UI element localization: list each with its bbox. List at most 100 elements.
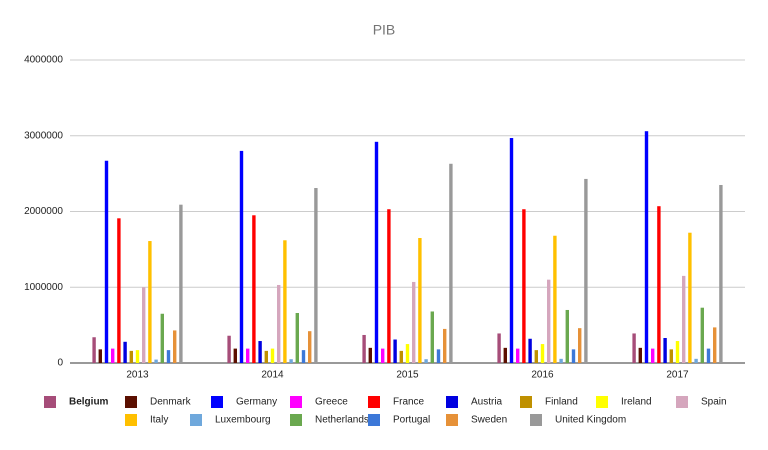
bar	[497, 333, 501, 363]
bar	[227, 335, 231, 363]
legend-label[interactable]: Greece	[315, 397, 348, 408]
chart-title: PIB	[373, 22, 396, 38]
bar	[528, 338, 532, 363]
bar	[682, 275, 686, 363]
x-tick-label: 2016	[531, 370, 554, 381]
bar	[295, 313, 299, 363]
bar	[694, 358, 698, 363]
y-tick-label: 3000000	[24, 130, 63, 141]
legend-swatch[interactable]	[596, 396, 608, 408]
bar	[405, 344, 410, 363]
bar	[246, 348, 250, 363]
legend-swatch[interactable]	[520, 396, 532, 408]
bar	[301, 350, 306, 363]
legend-label[interactable]: Germany	[236, 397, 277, 408]
bar	[142, 287, 146, 363]
bar	[657, 206, 661, 363]
bar	[522, 209, 526, 363]
legend-swatch[interactable]	[290, 396, 302, 408]
bar	[509, 138, 514, 363]
bar	[252, 215, 256, 363]
bar	[436, 349, 441, 363]
legend-label[interactable]: Sweden	[471, 415, 507, 426]
legend-swatch[interactable]	[290, 414, 302, 426]
bar	[516, 348, 520, 363]
bar	[160, 313, 164, 363]
bar	[362, 334, 366, 363]
bar	[179, 204, 183, 363]
bar	[129, 350, 133, 363]
bar	[117, 218, 121, 363]
bar	[412, 281, 416, 363]
bar	[430, 311, 434, 363]
bar	[503, 347, 507, 363]
bar	[663, 338, 667, 363]
bar	[374, 141, 379, 363]
bar	[534, 350, 538, 363]
y-tick-label: 0	[57, 358, 63, 369]
bar	[166, 350, 171, 363]
bar	[700, 307, 704, 363]
bar	[638, 347, 642, 363]
bar	[443, 328, 447, 363]
x-tick-label: 2017	[666, 370, 689, 381]
legend-label[interactable]: Belgium	[69, 397, 109, 408]
bar	[688, 232, 692, 363]
legend-label[interactable]: Ireland	[621, 397, 652, 408]
bar	[148, 241, 152, 363]
y-tick-label: 2000000	[24, 206, 63, 217]
y-tick-label: 4000000	[24, 55, 63, 66]
legend-swatch[interactable]	[125, 396, 137, 408]
bar	[277, 284, 281, 363]
legend-label[interactable]: Denmark	[150, 397, 192, 408]
bar	[578, 328, 582, 363]
bar	[283, 240, 287, 363]
legend-swatch[interactable]	[44, 396, 56, 408]
bar	[393, 339, 397, 363]
legend-label[interactable]: Netherlands	[315, 415, 369, 426]
legend-swatch[interactable]	[211, 396, 223, 408]
legend-swatch[interactable]	[368, 414, 380, 426]
bar	[565, 309, 569, 363]
bar	[424, 359, 428, 363]
legend-label[interactable]: Austria	[471, 397, 503, 408]
x-tick-label: 2014	[261, 370, 284, 381]
legend-label[interactable]: Portugal	[393, 415, 430, 426]
legend-swatch[interactable]	[190, 414, 202, 426]
bar	[669, 349, 673, 363]
bar	[675, 341, 680, 363]
bar	[270, 348, 275, 363]
legend-label[interactable]: Spain	[701, 397, 727, 408]
bar	[258, 341, 262, 363]
bar	[123, 341, 127, 363]
bar	[381, 348, 385, 363]
bar	[559, 358, 563, 363]
legend-swatch[interactable]	[125, 414, 137, 426]
x-tick-label: 2015	[396, 370, 419, 381]
legend-label[interactable]: United Kingdom	[555, 415, 626, 426]
legend-swatch[interactable]	[446, 414, 458, 426]
bar	[706, 348, 711, 363]
legend-swatch[interactable]	[446, 396, 458, 408]
bar	[173, 330, 177, 363]
bar	[418, 238, 422, 363]
bar	[399, 350, 403, 363]
bar	[540, 344, 545, 363]
bar	[154, 359, 158, 363]
bar	[264, 350, 268, 363]
legend-label[interactable]: France	[393, 397, 425, 408]
bar	[644, 131, 649, 363]
legend-swatch[interactable]	[676, 396, 688, 408]
legend-label[interactable]: Luxembourg	[215, 415, 271, 426]
legend-label[interactable]: Finland	[545, 397, 578, 408]
bar	[233, 348, 237, 363]
legend-swatch[interactable]	[530, 414, 542, 426]
legend-swatch[interactable]	[368, 396, 380, 408]
legend-label[interactable]: Italy	[150, 415, 168, 426]
bar	[104, 160, 109, 363]
bar	[553, 235, 557, 363]
bar	[239, 150, 244, 363]
bar	[314, 188, 318, 363]
bar	[713, 327, 717, 363]
